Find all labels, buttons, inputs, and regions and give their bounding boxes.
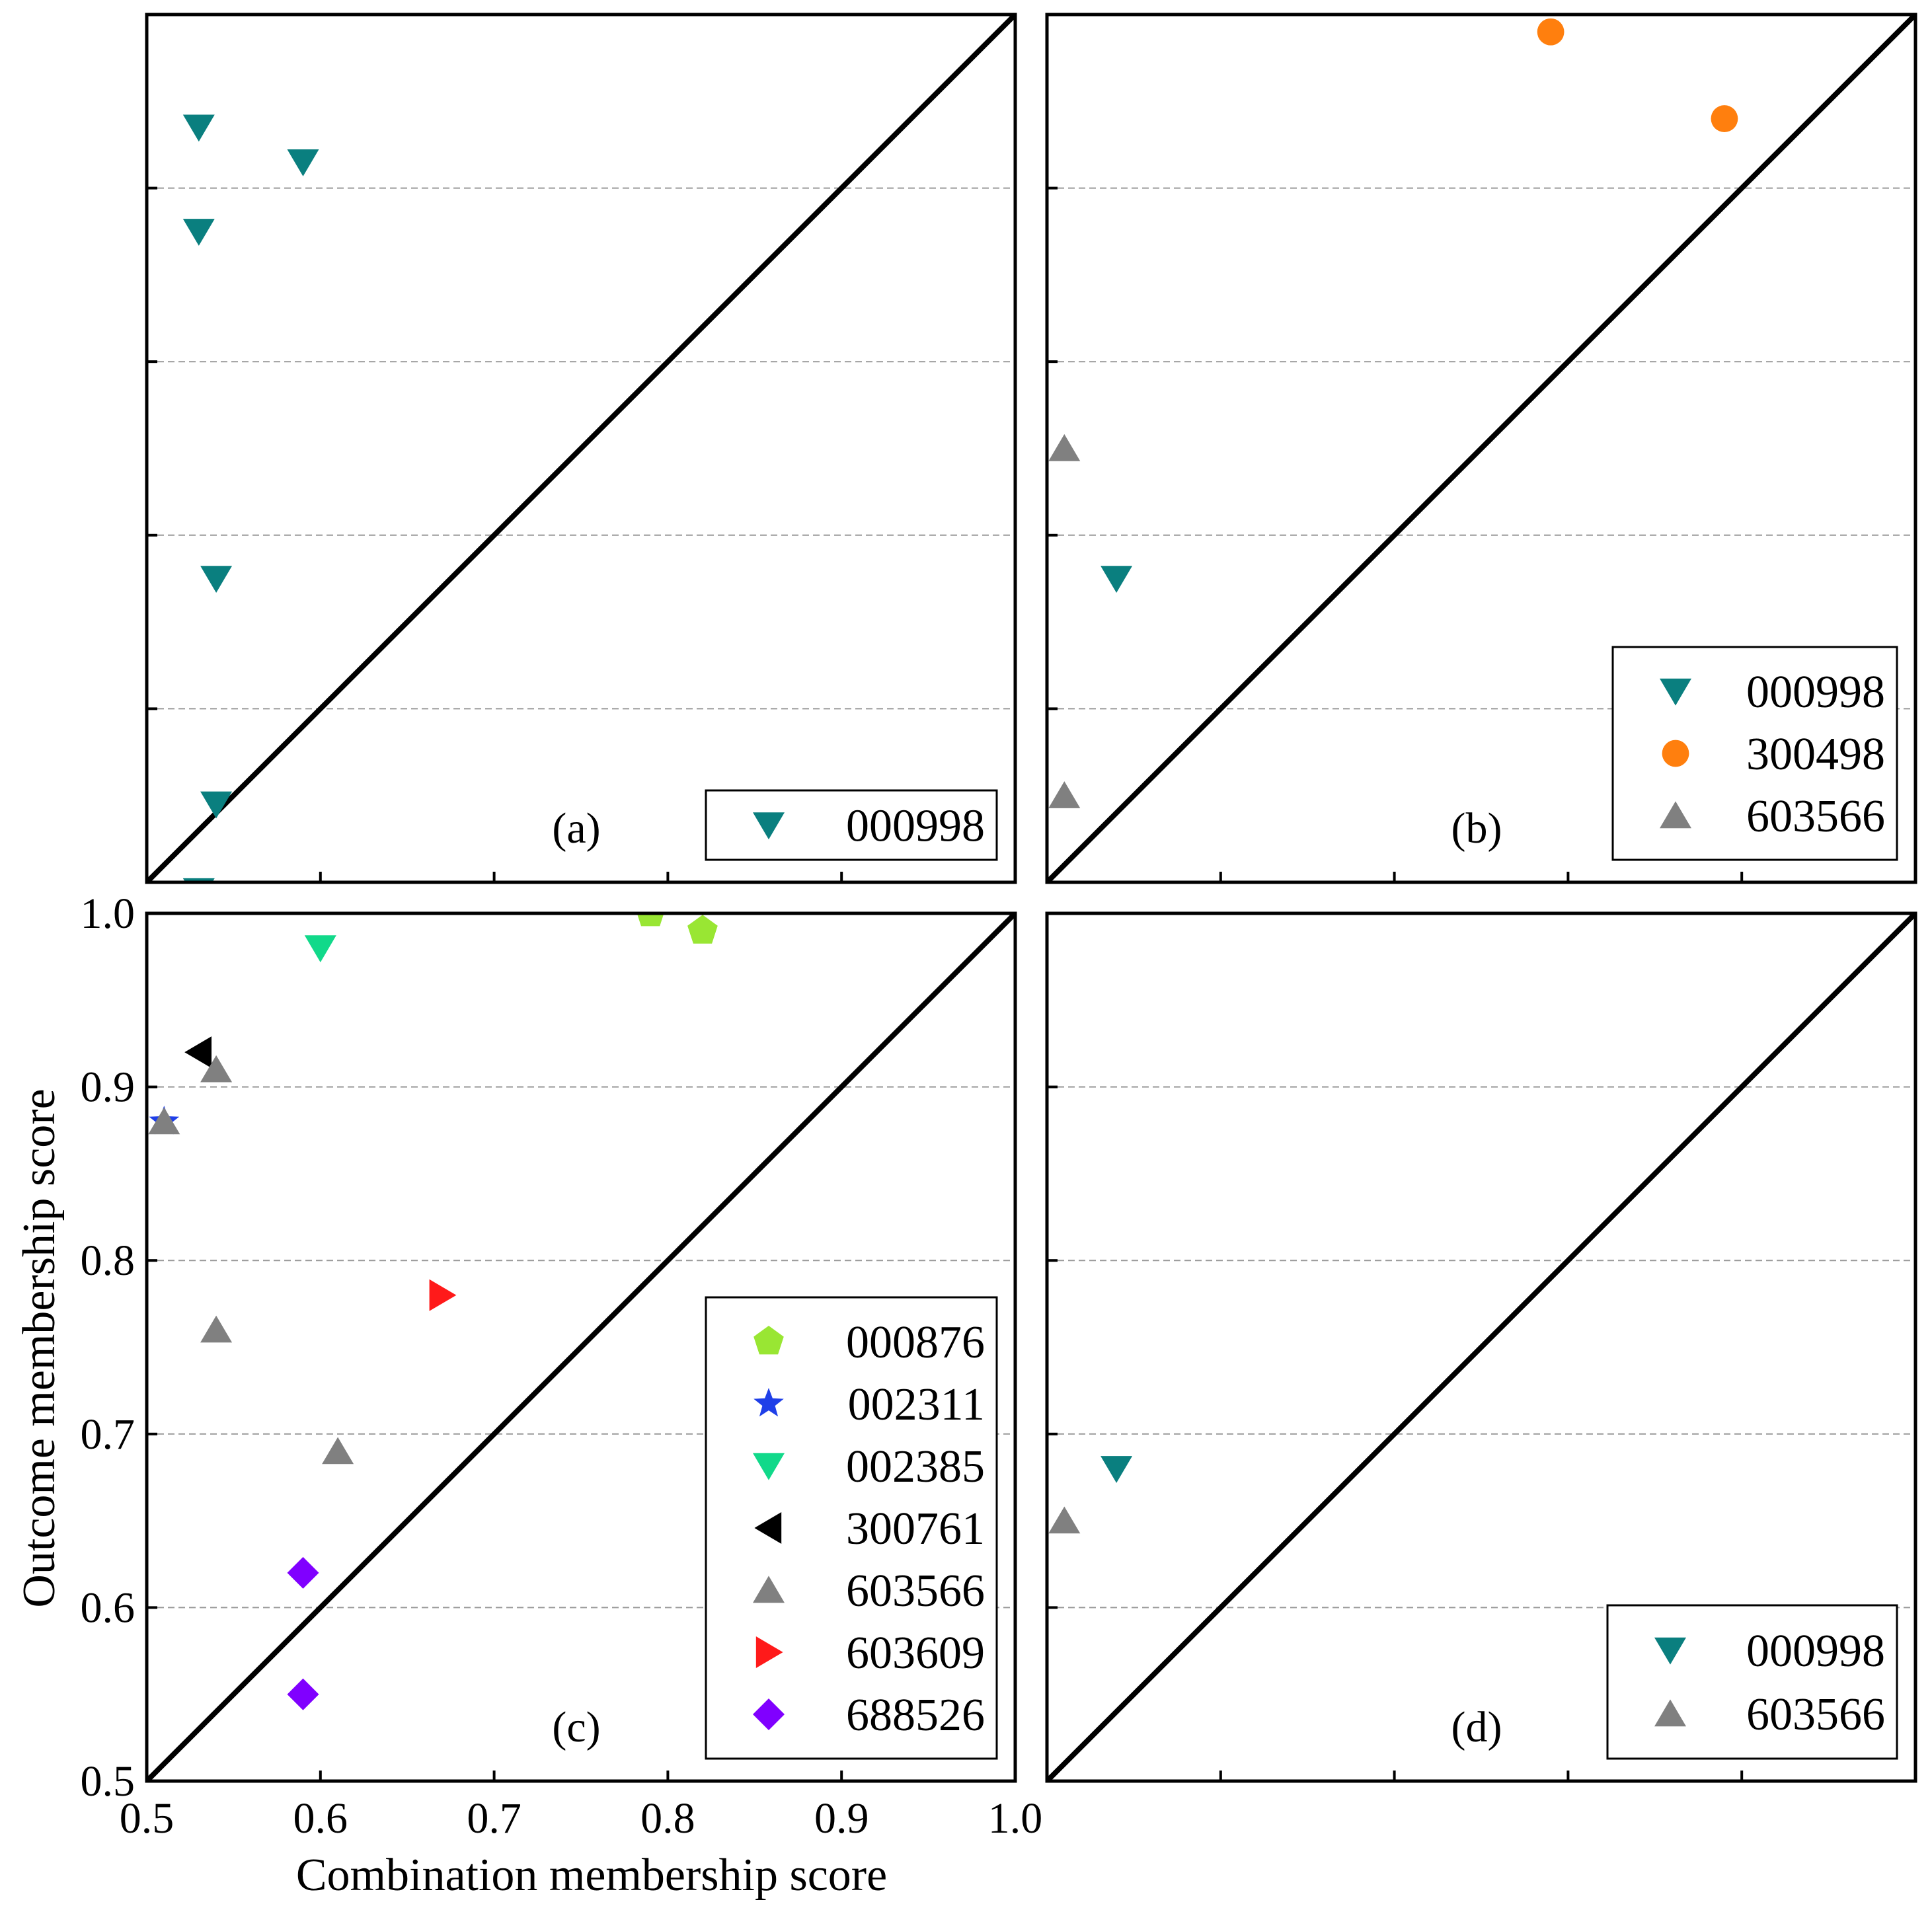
panel-c: 0.5 0.6 0.7 0.8 0.9 1.0 0.5 0.6 0.7 0.8 0.9 1.0 0008… — [81, 890, 1043, 1843]
legend-label-603566: 603566 — [1746, 1689, 1885, 1740]
legend-label-300498: 300498 — [1746, 729, 1885, 780]
data-points — [148, 913, 718, 1710]
x-tick-label: 0.6 — [293, 1794, 348, 1843]
data-point-603566 — [200, 1055, 233, 1083]
legend-label-000876: 000876 — [846, 1317, 985, 1368]
data-point-000998 — [182, 219, 215, 246]
data-point-603566 — [148, 1107, 180, 1135]
legend-marker-603566 — [1660, 801, 1691, 829]
data-points — [1048, 18, 1738, 808]
legend-marker-000876 — [753, 1326, 784, 1355]
panel-d: 000998 603566 (d) — [1045, 911, 1917, 1783]
data-point-300498 — [1711, 105, 1738, 132]
data-point-000998 — [287, 149, 319, 176]
data-points — [182, 114, 319, 882]
data-point-002385 — [304, 935, 336, 963]
x-tick-label: 0.8 — [640, 1794, 695, 1843]
data-point-000876 — [637, 913, 664, 927]
y-tick-label: 0.5 — [81, 1757, 135, 1806]
legend-box — [705, 789, 998, 861]
panel-label: (c) — [552, 1703, 600, 1751]
data-point-000998 — [200, 566, 233, 593]
legend-marker-603566 — [753, 1576, 785, 1603]
x-tick-label: 1.0 — [988, 1794, 1043, 1843]
legend-marker-688526 — [753, 1698, 785, 1730]
legend-label-002311: 002311 — [848, 1379, 985, 1430]
data-point-000998 — [1101, 1456, 1133, 1483]
data-point-603609 — [429, 1279, 457, 1311]
y-tick-label: 0.7 — [81, 1410, 135, 1459]
diagonal-line — [147, 913, 1015, 1781]
panel-label: (b) — [1451, 804, 1502, 853]
x-tick-label: 0.5 — [120, 1794, 174, 1843]
legend-label-603609: 603609 — [846, 1628, 985, 1679]
legend-marker-603609 — [755, 1636, 783, 1668]
data-point-603566 — [200, 1315, 233, 1343]
legend-label-000998: 000998 — [1746, 1626, 1885, 1677]
legend-label-000998: 000998 — [846, 801, 985, 852]
legend-box — [1606, 1604, 1898, 1760]
data-point-000998 — [182, 114, 215, 142]
data-point-688526 — [287, 1678, 319, 1710]
legend: 000998 300498 603566 — [1611, 646, 1898, 861]
data-point-300761 — [184, 1036, 212, 1069]
legend-marker-000998 — [1660, 678, 1691, 706]
legend: 000998 603566 — [1606, 1604, 1898, 1760]
legend-marker-603566 — [1654, 1699, 1686, 1727]
diagonal-line — [147, 15, 1015, 882]
legend-marker-300498 — [1662, 740, 1689, 767]
legend-label-688526: 688526 — [846, 1690, 985, 1741]
x-tick-label: 0.9 — [814, 1794, 869, 1843]
legend-label-002385: 002385 — [846, 1441, 985, 1492]
legend-label-300761: 300761 — [846, 1504, 985, 1554]
panel-label: (d) — [1451, 1703, 1502, 1751]
diagonal-line — [1047, 913, 1915, 1781]
plot-frame — [145, 13, 1017, 884]
data-point-603566 — [322, 1437, 354, 1465]
x-tick-label: 0.7 — [467, 1794, 522, 1843]
plot-frame — [1045, 13, 1917, 884]
x-axis-label: Combination membership score — [296, 1850, 887, 1901]
legend-marker-300761 — [754, 1512, 782, 1544]
plot-frame — [145, 911, 1017, 1783]
y-axis-label: Outcome membership score — [14, 1088, 65, 1607]
panel-a: 000998 (a) — [145, 13, 1017, 884]
legend: 000876 002311 002385 300761 603566 603609 6885… — [705, 1296, 998, 1760]
diagonal-line — [1047, 15, 1915, 882]
data-points — [1048, 1456, 1133, 1534]
legend-box — [705, 1296, 998, 1760]
y-tick-label: 0.9 — [81, 1063, 135, 1112]
legend-marker-000998 — [753, 812, 785, 840]
legend-label-603566: 603566 — [846, 1566, 985, 1617]
legend: 000998 — [705, 789, 998, 861]
panel-b: 000998 300498 603566 (b) — [1045, 13, 1917, 884]
data-point-000998 — [200, 791, 233, 819]
legend-label-000998: 000998 — [1746, 667, 1885, 718]
plot-frame — [1045, 911, 1917, 1783]
data-point-000876 — [687, 915, 718, 944]
data-point-603566 — [1048, 434, 1081, 461]
data-point-000998 — [1101, 566, 1133, 593]
data-point-300498 — [1537, 18, 1565, 46]
y-tick-label: 1.0 — [81, 890, 135, 938]
legend-label-603566: 603566 — [1746, 791, 1885, 842]
data-point-603566 — [1048, 1506, 1081, 1534]
legend-marker-002311 — [753, 1388, 784, 1417]
data-point-688526 — [287, 1556, 319, 1589]
y-tick-label: 0.8 — [81, 1237, 135, 1285]
panel-label: (a) — [552, 804, 600, 853]
legend-marker-002385 — [753, 1453, 785, 1480]
y-tick-label: 0.6 — [81, 1583, 135, 1632]
legend-box — [1611, 646, 1898, 861]
legend-marker-000998 — [1654, 1637, 1686, 1665]
data-point-603566 — [1048, 781, 1081, 808]
